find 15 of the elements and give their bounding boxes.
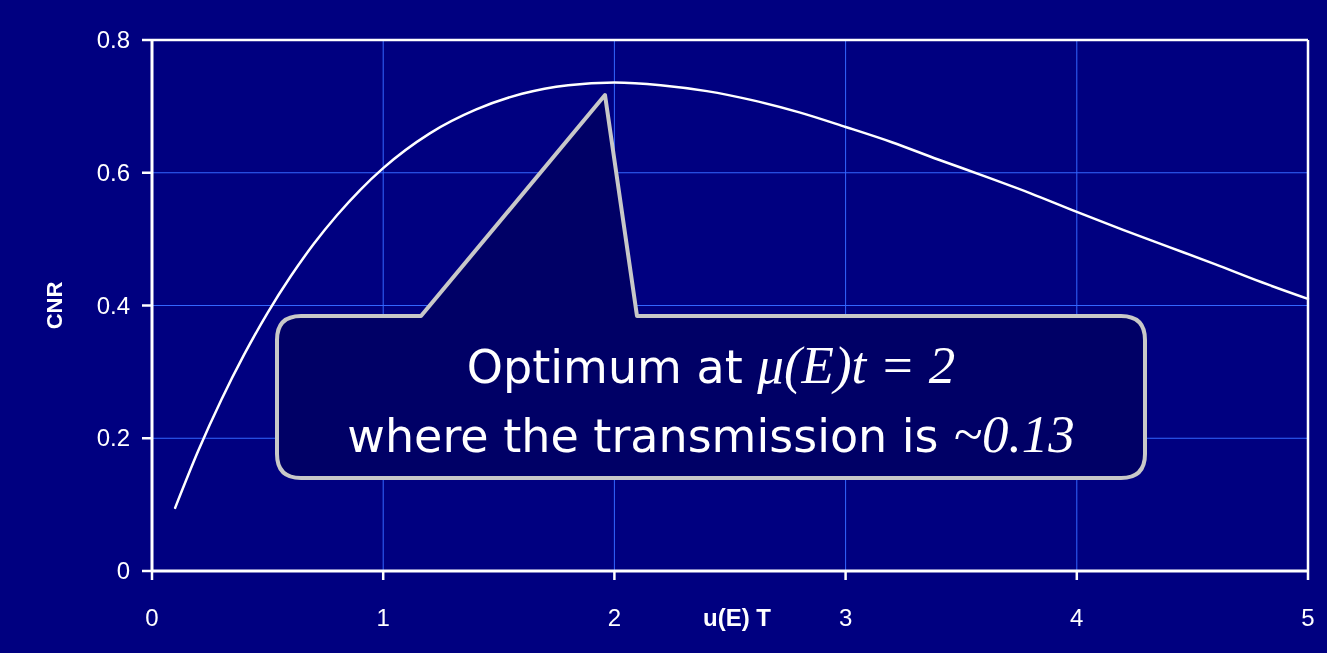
x-tick-label: 2 [607,604,622,631]
x-axis-title: u(E) T [703,604,772,631]
y-tick-label: 0.2 [96,424,130,452]
x-tick-label: 5 [1301,604,1315,631]
y-tick-label: 0 [116,557,130,584]
annotation: Optimum at μ(E)t = 2 [466,336,956,395]
y-tick-label: 0.6 [96,158,130,186]
x-tick-label: 3 [838,604,853,631]
annotation: where the transmission is ~0.13 [347,405,1075,463]
x-tick-label: 4 [1070,604,1084,631]
y-tick-label: 0.4 [96,291,130,319]
y-tick-label: 0.8 [96,26,130,53]
y-axis-title: CNR [42,281,67,330]
x-tick-label: 0 [145,604,159,631]
x-tick-label: 1 [376,604,390,631]
